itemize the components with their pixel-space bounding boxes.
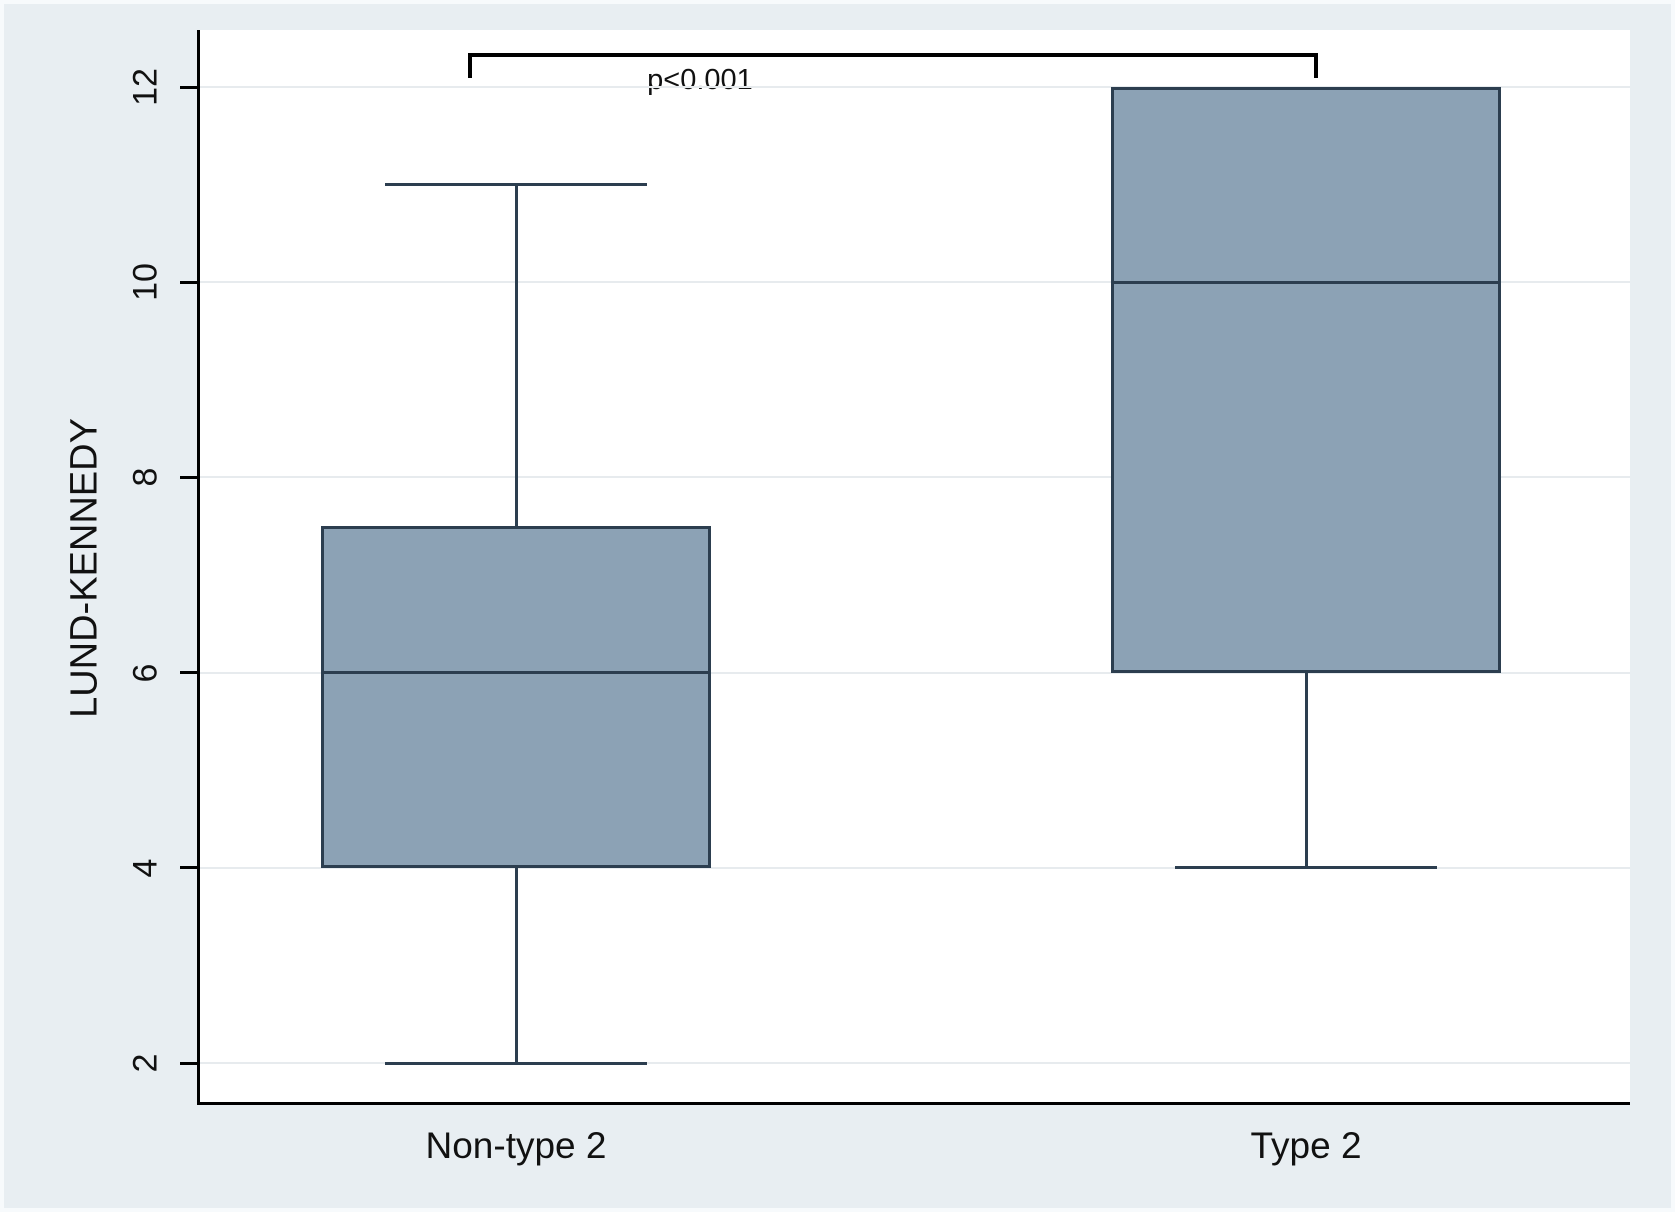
box <box>321 526 711 868</box>
y-axis-tick <box>180 85 197 89</box>
y-axis-tick <box>180 280 197 284</box>
upper-whisker-line <box>514 184 518 527</box>
y-tick-label: 10 <box>126 263 165 302</box>
gridline <box>200 281 1630 284</box>
x-category-label: Type 2 <box>1250 1125 1362 1166</box>
box <box>1111 87 1501 673</box>
p-value-label: p<0.001 <box>647 64 753 96</box>
lower-whisker-line <box>514 867 518 1063</box>
y-tick-label: 2 <box>126 1053 165 1073</box>
y-axis-title: LUND-KENNEDY <box>63 418 106 718</box>
lower-whisker-cap <box>385 1061 647 1065</box>
y-axis-tick <box>180 475 197 479</box>
y-axis-tick <box>180 1061 197 1065</box>
median-line <box>1111 280 1501 284</box>
y-tick-label: 8 <box>126 467 165 487</box>
gridline <box>200 671 1630 674</box>
y-axis-tick <box>180 866 197 870</box>
y-tick-label: 12 <box>126 68 165 106</box>
y-axis-tick <box>180 671 197 675</box>
lower-whisker-cap <box>1175 866 1437 870</box>
x-category-label: Non-type 2 <box>425 1125 607 1166</box>
gridline <box>200 1062 1630 1064</box>
y-tick-label: 4 <box>126 858 165 878</box>
gridline <box>200 86 1630 88</box>
gridline <box>200 866 1630 869</box>
median-line <box>321 671 711 675</box>
significance-bracket <box>468 53 1318 78</box>
upper-whisker-cap <box>385 183 647 187</box>
lower-whisker-line <box>1304 672 1308 868</box>
gridline <box>200 476 1630 479</box>
y-tick-label: 6 <box>126 663 165 683</box>
